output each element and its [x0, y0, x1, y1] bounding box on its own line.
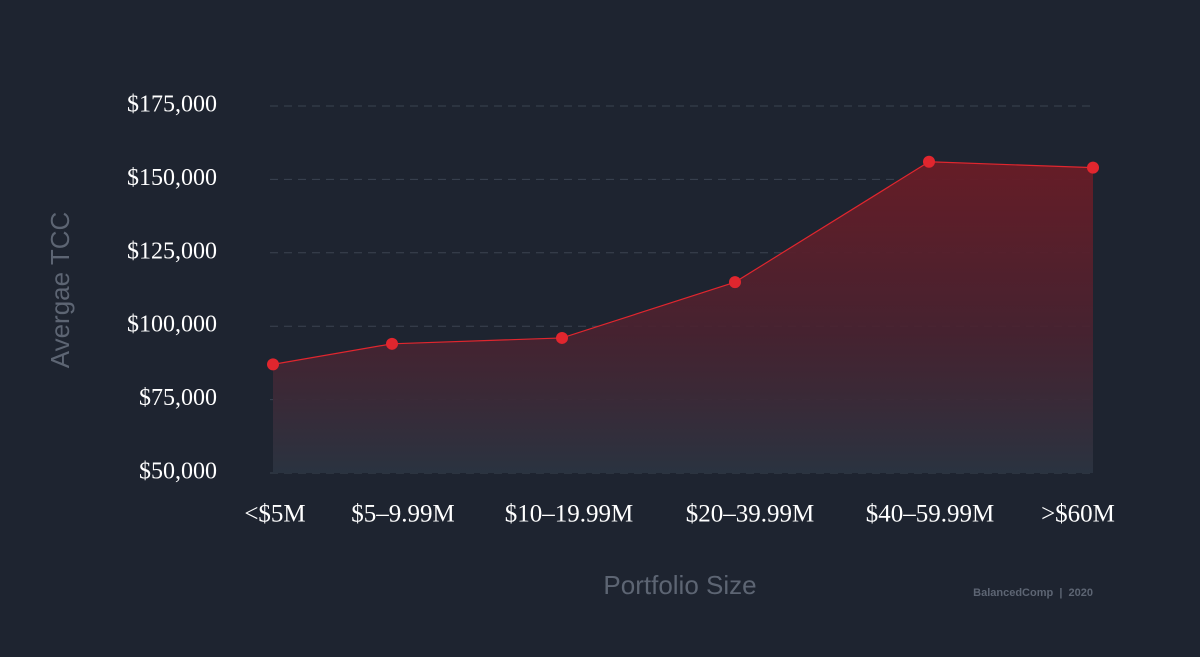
y-tick-label: $175,000 — [127, 92, 217, 118]
point — [556, 331, 568, 344]
y-tick-label: $50,000 — [139, 459, 217, 485]
x-tick-label: $5–9.99M — [351, 501, 454, 528]
y-tick-label: $125,000 — [127, 238, 217, 264]
y-axis-label: Avergae TCC — [45, 212, 75, 369]
x-tick-label: <$5M — [244, 501, 305, 528]
x-tick-label: >$60M — [1041, 501, 1115, 528]
x-tick-label: $10–19.99M — [505, 501, 633, 528]
point — [1087, 161, 1099, 174]
point — [923, 155, 935, 168]
area — [273, 161, 1093, 473]
y-tick-label: $100,000 — [127, 312, 217, 338]
point — [729, 276, 741, 289]
credit: BalancedComp | 2020 — [973, 587, 1093, 599]
x-axis-label: Portfolio Size — [603, 570, 756, 600]
line — [272, 161, 1094, 365]
x-tick-label: $20–39.99M — [686, 501, 814, 528]
y-tick-label: $150,000 — [127, 165, 217, 191]
y-tick-label: $75,000 — [139, 385, 217, 411]
x-tick-label: $40–59.99M — [866, 501, 994, 528]
point — [267, 358, 279, 371]
point — [386, 337, 398, 350]
